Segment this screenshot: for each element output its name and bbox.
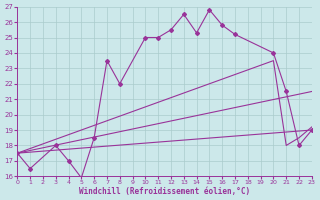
X-axis label: Windchill (Refroidissement éolien,°C): Windchill (Refroidissement éolien,°C) (79, 187, 250, 196)
